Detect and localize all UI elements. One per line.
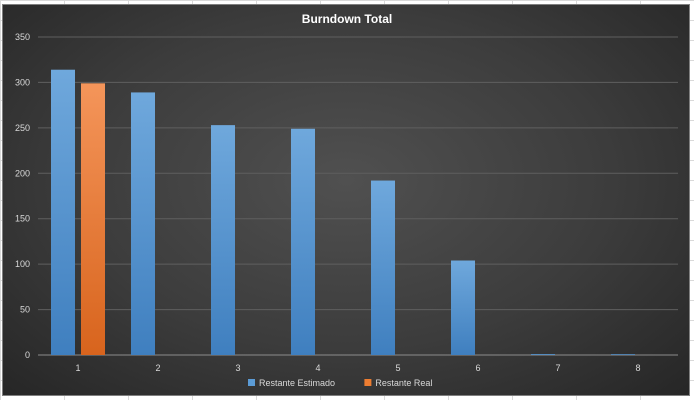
y-axis: 0 50 100 150 200 250 300 350 (15, 32, 30, 360)
chart-title: Burndown Total (302, 12, 392, 26)
bars (51, 69, 635, 356)
bar-restante-estimado-5[interactable] (371, 180, 395, 355)
bar-restante-estimado-7[interactable] (531, 354, 555, 355)
y-tick-label: 250 (15, 123, 30, 133)
bar-restante-real-1[interactable] (81, 83, 105, 355)
y-tick-label: 50 (20, 305, 30, 315)
y-tick-label: 100 (15, 259, 30, 269)
legend-item-restante-real[interactable]: Restante Real (364, 378, 432, 388)
bar-restante-estimado-4[interactable] (291, 128, 315, 355)
y-tick-label: 150 (15, 214, 30, 224)
x-tick-label: 5 (395, 363, 400, 373)
legend: Restante Estimado Restante Real (248, 378, 432, 388)
x-tick-label: 2 (155, 363, 160, 373)
y-tick-label: 0 (25, 350, 30, 360)
x-tick-label: 4 (315, 363, 320, 373)
x-tick-label: 8 (635, 363, 640, 373)
x-tick-label: 7 (555, 363, 560, 373)
x-tick-label: 1 (75, 363, 80, 373)
legend-swatch (364, 379, 372, 386)
y-tick-label: 350 (15, 32, 30, 42)
chart-area[interactable] (2, 4, 690, 396)
legend-label: Restante Estimado (259, 378, 335, 388)
legend-item-restante-estimado[interactable]: Restante Estimado (248, 378, 335, 388)
x-tick-label: 3 (235, 363, 240, 373)
legend-label: Restante Real (375, 378, 432, 388)
bar-restante-estimado-3[interactable] (211, 125, 235, 355)
legend-swatch (248, 379, 255, 386)
bar-restante-estimado-1[interactable] (51, 69, 75, 356)
y-tick-label: 200 (15, 168, 30, 178)
y-tick-label: 300 (15, 77, 30, 87)
bar-restante-estimado-8[interactable] (611, 354, 635, 355)
bar-restante-estimado-2[interactable] (131, 92, 155, 356)
bar-restante-estimado-6[interactable] (451, 260, 475, 355)
x-axis: 1 2 3 4 5 6 7 8 (75, 363, 640, 373)
x-tick-label: 6 (475, 363, 480, 373)
